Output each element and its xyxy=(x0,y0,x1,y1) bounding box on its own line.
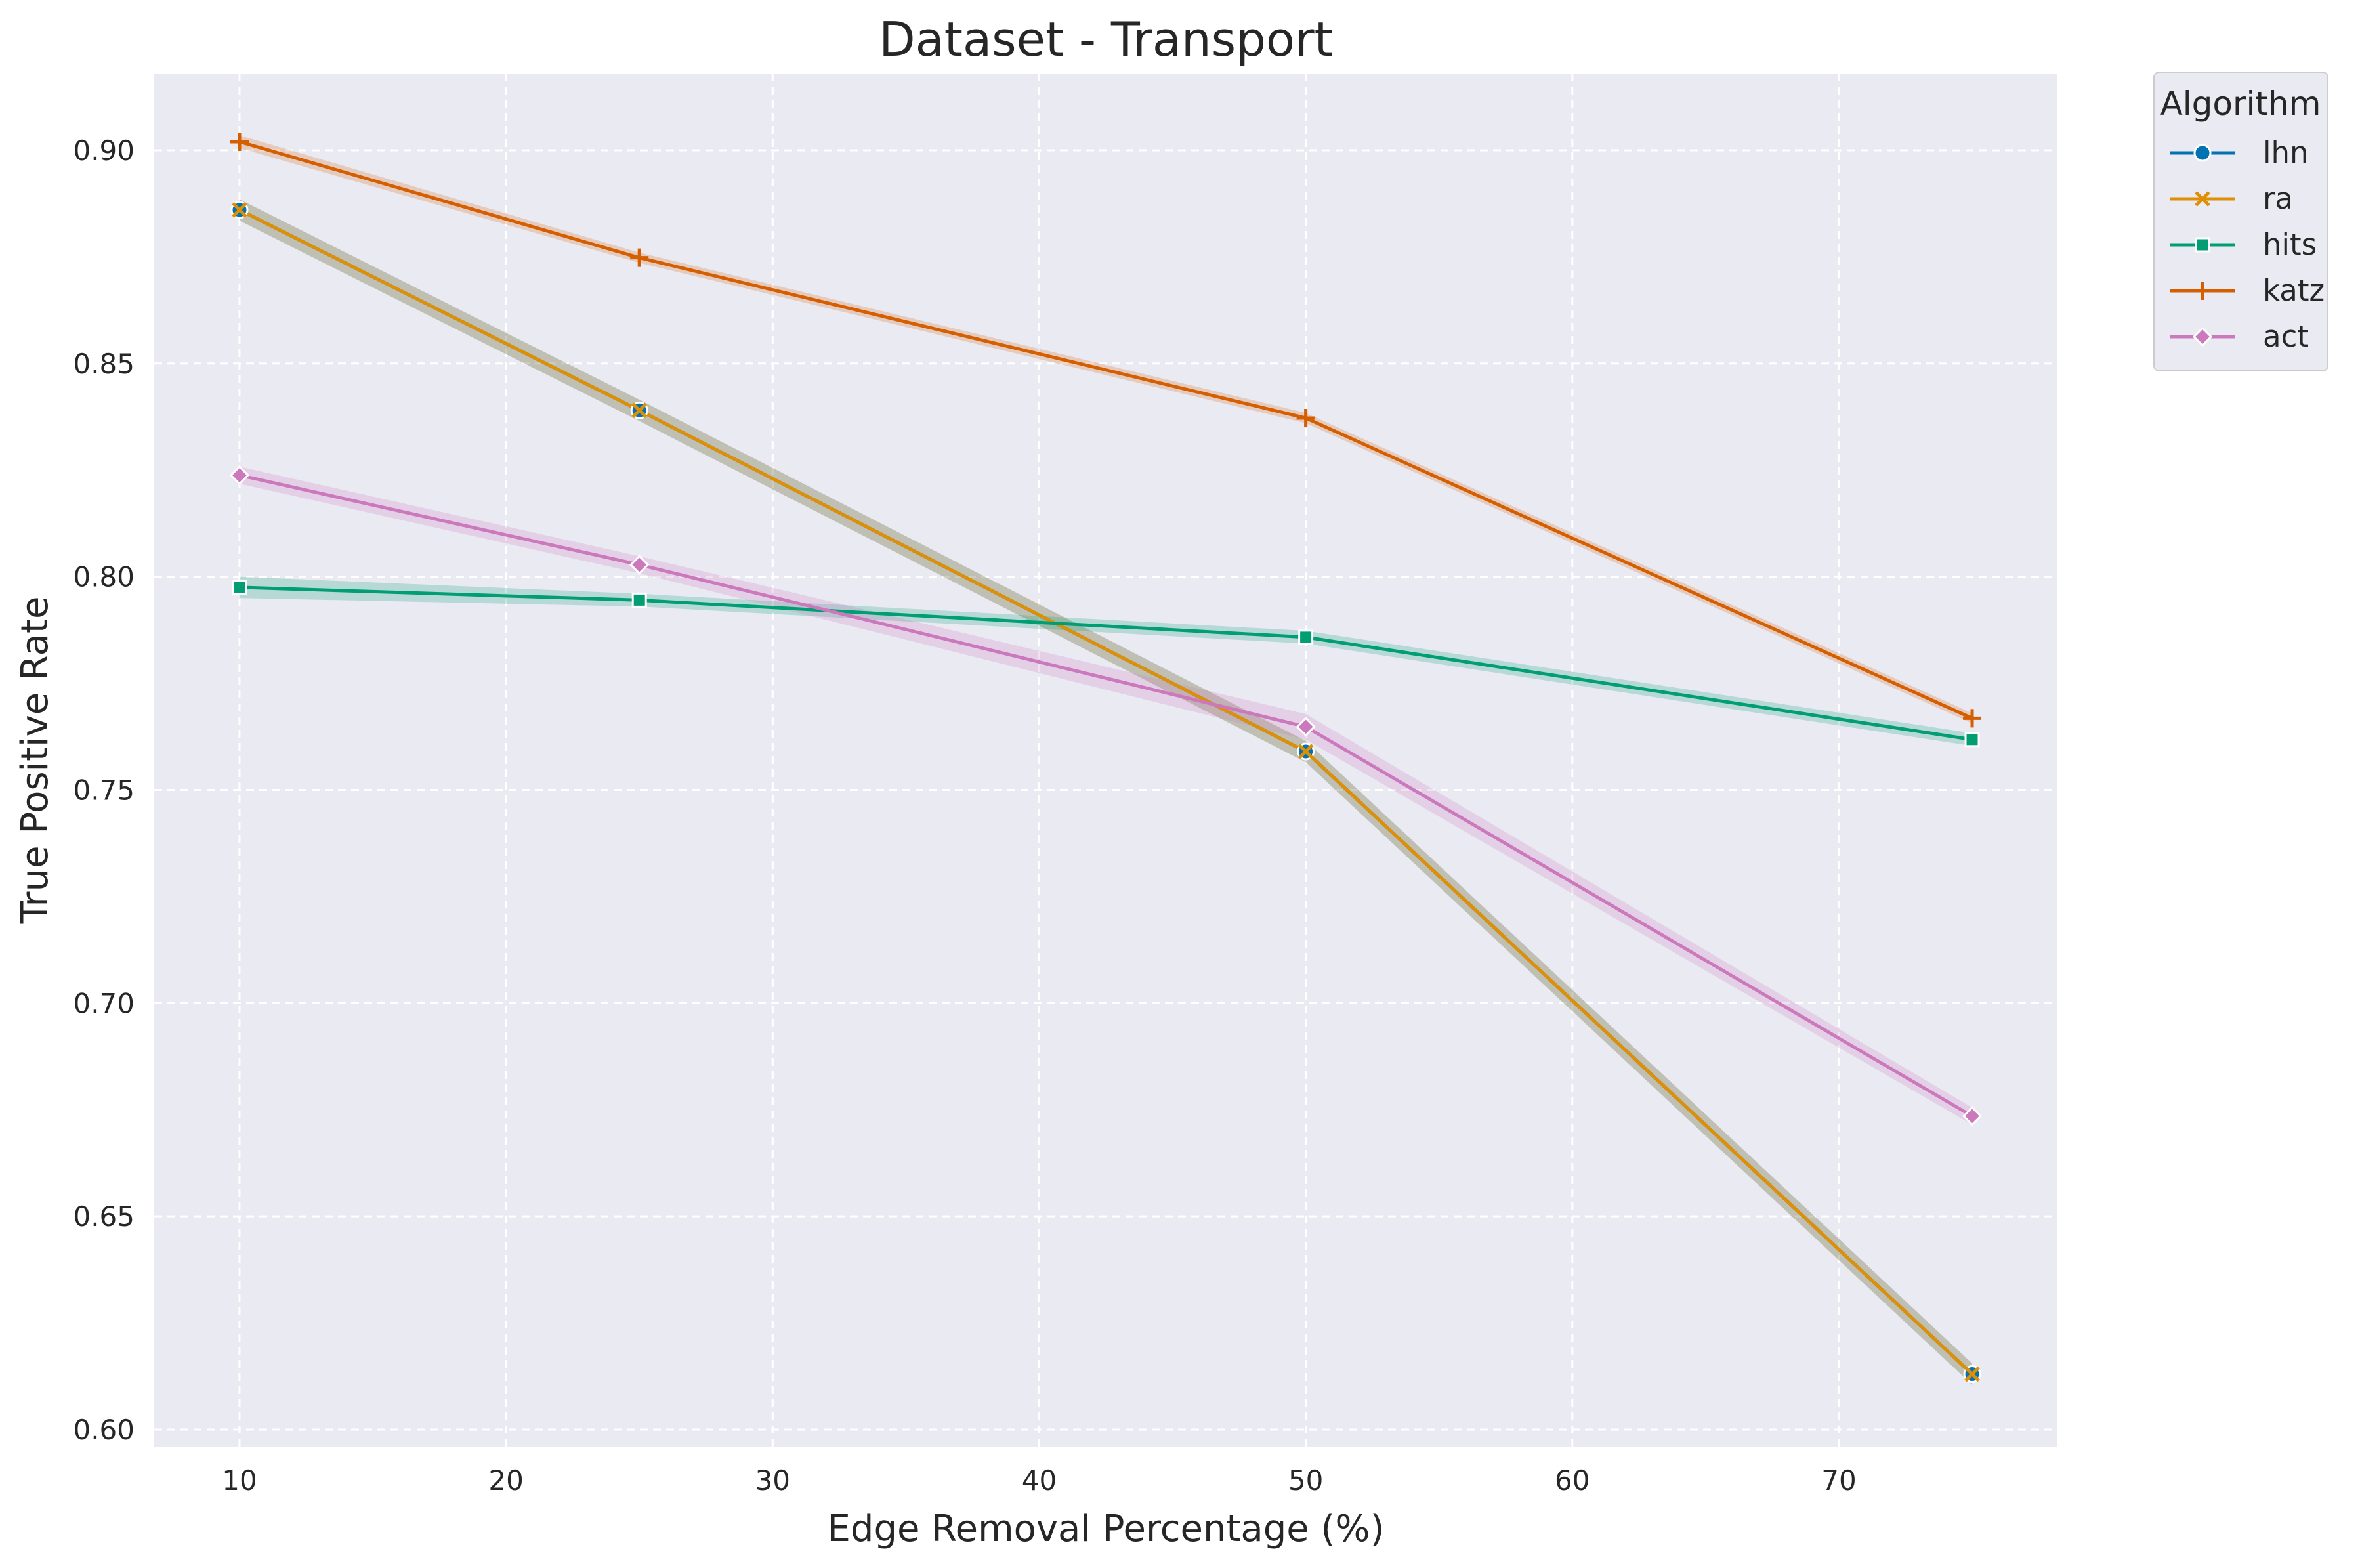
legend-entries: lhn ra hits katz act xyxy=(2170,135,2325,354)
marker-katz xyxy=(630,248,649,267)
series-markers xyxy=(229,132,1983,1384)
legend-label-lhn: lhn xyxy=(2263,135,2309,170)
marker-hits xyxy=(631,592,647,608)
series-line-hits xyxy=(239,585,1973,742)
y-tick-label: 0.85 xyxy=(73,348,135,380)
marker-katz xyxy=(1296,408,1315,427)
x-tick-label: 60 xyxy=(1555,1464,1590,1496)
legend: Algorithm lhn ra hits katz act xyxy=(2153,72,2328,371)
x-tick-label: 50 xyxy=(1288,1464,1323,1496)
x-tick-labels: 10 20 30 40 50 60 70 xyxy=(222,1464,1856,1496)
y-tick-label: 0.70 xyxy=(73,987,135,1019)
x-tick-label: 20 xyxy=(488,1464,523,1496)
marker-hits xyxy=(1964,732,1980,748)
marker-act xyxy=(629,555,650,575)
marker-ra xyxy=(1964,1366,1980,1382)
marker-act xyxy=(229,465,250,486)
y-tick-label: 0.75 xyxy=(73,774,135,806)
marker-ra xyxy=(631,402,647,419)
x-tick-label: 10 xyxy=(222,1464,257,1496)
marker-act xyxy=(1296,717,1316,737)
marker-hits xyxy=(232,580,247,595)
legend-title: Algorithm xyxy=(2160,85,2321,123)
marker-hits xyxy=(1298,629,1314,645)
x-tick-label: 40 xyxy=(1022,1464,1057,1496)
x-tick-label: 70 xyxy=(1821,1464,1856,1496)
y-tick-labels: 0.60 0.65 0.70 0.75 0.80 0.85 0.90 xyxy=(73,135,135,1446)
legend-marker-ra xyxy=(2195,191,2210,207)
y-tick-label: 0.60 xyxy=(73,1414,135,1446)
y-tick-label: 0.80 xyxy=(73,561,135,593)
legend-marker-hits xyxy=(2195,237,2210,253)
legend-label-act: act xyxy=(2263,319,2309,354)
series-line-ra xyxy=(238,208,1973,1376)
grid-lines xyxy=(154,74,2057,1447)
marker-katz xyxy=(1963,709,1982,728)
x-tick-label: 30 xyxy=(755,1464,790,1496)
legend-marker-act xyxy=(2192,326,2213,347)
legend-marker-katz xyxy=(2193,282,2212,300)
chart-title: Dataset - Transport xyxy=(879,12,1333,67)
y-axis-label: True Positive Rate xyxy=(14,597,56,925)
legend-label-katz: katz xyxy=(2263,273,2325,308)
y-tick-label: 0.65 xyxy=(73,1200,135,1233)
series-line-act xyxy=(239,473,1973,1118)
legend-label-ra: ra xyxy=(2263,181,2293,216)
marker-ra xyxy=(232,202,247,218)
ci-band-katz xyxy=(239,135,1973,724)
y-tick-label: 0.90 xyxy=(73,135,135,167)
x-axis-label: Edge Removal Percentage (%) xyxy=(828,1508,1385,1550)
legend-marker-lhn xyxy=(2193,144,2212,162)
series-lines xyxy=(238,140,1973,1376)
series-line-katz xyxy=(239,140,1973,720)
marker-act xyxy=(1962,1106,1983,1126)
plot-area xyxy=(154,74,2057,1447)
marker-katz xyxy=(230,132,249,151)
legend-label-hits: hits xyxy=(2263,227,2317,262)
marker-ra xyxy=(1297,744,1314,759)
